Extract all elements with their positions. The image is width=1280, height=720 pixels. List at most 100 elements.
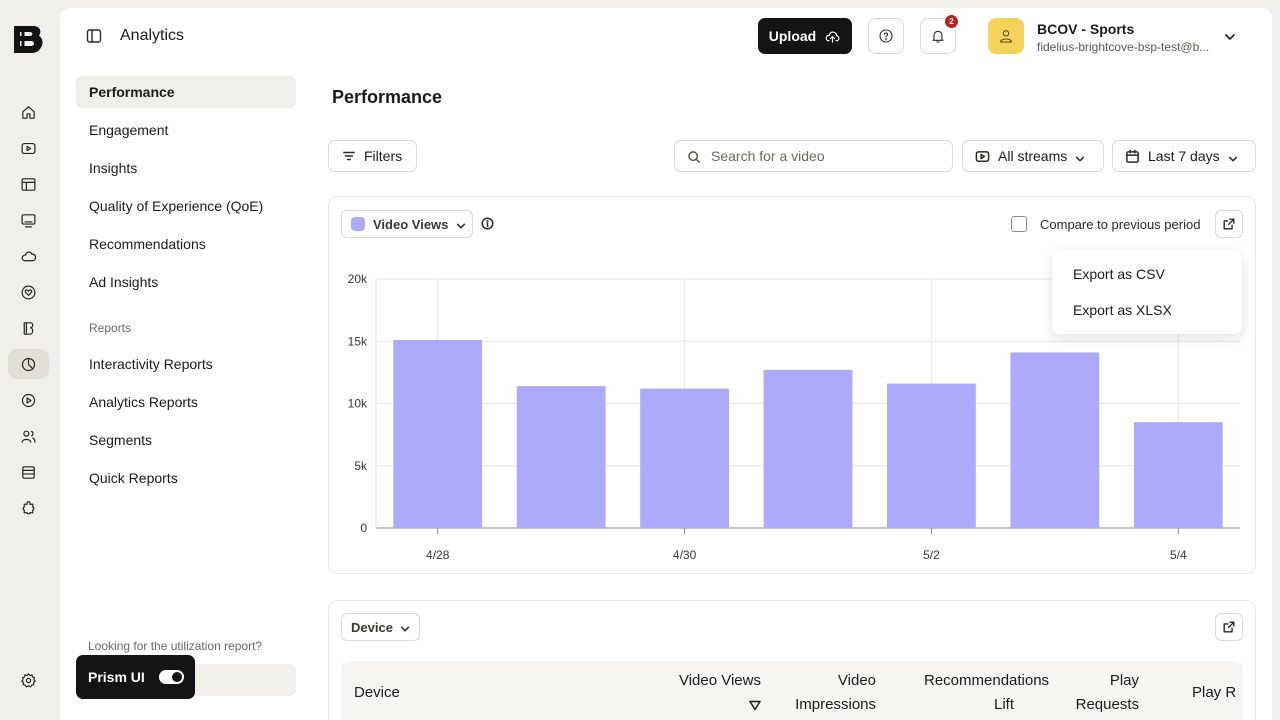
analytics-icon[interactable] bbox=[8, 349, 49, 379]
filter-icon bbox=[343, 151, 355, 161]
screen-icon[interactable] bbox=[8, 205, 49, 235]
subnav-item-interactivity-reports[interactable]: Interactivity Reports bbox=[89, 356, 213, 372]
video-search bbox=[674, 140, 953, 172]
avatar bbox=[988, 18, 1024, 54]
account-switcher[interactable]: BCOV - Sports fidelius-brightcove-bsp-te… bbox=[988, 18, 1248, 54]
export-xlsx-option[interactable]: Export as XLSX bbox=[1073, 302, 1172, 318]
brand-logo[interactable] bbox=[11, 23, 45, 55]
utilization-report-text: Looking for the utilization report? bbox=[88, 639, 263, 653]
gear-icon[interactable] bbox=[8, 665, 49, 695]
cloud-icon[interactable] bbox=[8, 241, 49, 271]
streams-dropdown[interactable]: All streams bbox=[962, 140, 1104, 172]
info-icon[interactable] bbox=[481, 217, 494, 230]
compare-label: Compare to previous period bbox=[1040, 216, 1201, 232]
column-header-label: Video Views bbox=[678, 672, 761, 689]
external-link-icon bbox=[1223, 621, 1235, 633]
heart-icon[interactable] bbox=[8, 277, 49, 307]
bar bbox=[886, 383, 976, 528]
chevron-down-icon bbox=[400, 622, 410, 632]
y-tick-label: 20k bbox=[348, 272, 368, 286]
subnav-item-ad-insights[interactable]: Ad Insights bbox=[89, 274, 159, 290]
user-icon bbox=[1000, 30, 1012, 43]
y-tick-label: 10k bbox=[348, 397, 368, 411]
bell-icon bbox=[932, 30, 944, 43]
device-breakdown-card: Device Device Video Views Video Impressi… bbox=[328, 600, 1256, 720]
series-swatch bbox=[351, 217, 365, 231]
chevron-down-icon bbox=[1228, 151, 1238, 162]
notifications-button[interactable]: 2 bbox=[920, 15, 958, 54]
cloud-upload-icon bbox=[825, 31, 840, 43]
subnav-item-quick-reports[interactable]: Quick Reports bbox=[89, 470, 178, 486]
account-email: fidelius-brightcove-bsp-test@b... bbox=[1037, 40, 1210, 54]
toggle-switch[interactable] bbox=[159, 670, 184, 684]
column-header-video-views[interactable]: Video Views bbox=[671, 669, 761, 717]
search-icon bbox=[688, 151, 700, 163]
bar bbox=[516, 386, 606, 528]
subnav-item-analytics-reports[interactable]: Analytics Reports bbox=[89, 394, 198, 410]
subnav-item-insights[interactable]: Insights bbox=[89, 160, 138, 176]
layout-icon[interactable] bbox=[8, 169, 49, 199]
help-icon bbox=[879, 29, 893, 43]
play-icon[interactable] bbox=[8, 385, 49, 415]
page-title: Performance bbox=[332, 87, 443, 107]
home-icon[interactable] bbox=[8, 97, 49, 127]
app-title: Analytics bbox=[120, 27, 185, 44]
x-tick-label: 4/28 bbox=[426, 548, 450, 562]
bar bbox=[1133, 422, 1223, 528]
metric-dropdown[interactable]: Video Views bbox=[341, 210, 473, 238]
account-name: BCOV - Sports bbox=[1037, 21, 1135, 37]
dimension-dropdown[interactable]: Device bbox=[341, 613, 420, 641]
prism-ui-toggle[interactable]: Prism UI bbox=[76, 655, 195, 699]
video-views-chart: 0 5k 10k 15k 20k 4/28 4/30 5/2 5/4 bbox=[348, 272, 1240, 562]
bar bbox=[393, 340, 483, 528]
stream-icon bbox=[975, 149, 990, 164]
subnav-item-performance[interactable]: Performance bbox=[76, 76, 296, 108]
bar bbox=[640, 388, 730, 528]
help-button[interactable] bbox=[868, 18, 904, 54]
sidebar-toggle-icon[interactable] bbox=[86, 28, 102, 44]
column-header-play-rate[interactable]: Play R bbox=[1192, 684, 1237, 701]
x-tick-label: 5/4 bbox=[1170, 548, 1187, 562]
y-tick-label: 0 bbox=[360, 521, 367, 535]
bar bbox=[763, 369, 853, 528]
chevron-down-icon bbox=[456, 219, 466, 229]
chevron-down-icon bbox=[1224, 30, 1236, 42]
chevron-down-icon bbox=[1075, 151, 1085, 162]
column-header-recommendations-lift[interactable]: Recommendations Lift bbox=[924, 672, 1050, 713]
streams-label: All streams bbox=[998, 148, 1068, 164]
notification-badge: 2 bbox=[945, 15, 958, 28]
upload-button[interactable]: Upload bbox=[758, 18, 852, 54]
x-tick-label: 5/2 bbox=[923, 548, 940, 562]
subnav-item-engagement[interactable]: Engagement bbox=[89, 122, 169, 138]
store-icon[interactable] bbox=[8, 457, 49, 487]
subnav-item-quality-of-experience-qoe[interactable]: Quality of Experience (QoE) bbox=[89, 198, 264, 214]
main-panel: Analytics Upload 2 BCOV - Sports fideliu… bbox=[60, 8, 1272, 720]
reports-heading: Reports bbox=[89, 321, 132, 335]
sort-desc-icon bbox=[749, 700, 761, 710]
export-button[interactable] bbox=[1215, 613, 1243, 641]
users-icon[interactable] bbox=[8, 421, 49, 451]
prism-label: Prism UI bbox=[88, 669, 145, 685]
date-range-dropdown[interactable]: Last 7 days bbox=[1112, 140, 1256, 172]
y-tick-label: 15k bbox=[348, 334, 368, 348]
puzzle-icon[interactable] bbox=[8, 493, 49, 523]
subnav-item-recommendations[interactable]: Recommendations bbox=[89, 236, 206, 252]
filters-label: Filters bbox=[364, 148, 403, 164]
performance-chart-card: 0 5k 10k 15k 20k 4/28 4/30 5/2 5/4 Video Views C… bbox=[328, 196, 1256, 574]
column-header-play-requests[interactable]: Play Requests bbox=[1075, 672, 1139, 713]
export-menu: Export as CSV Export as XLSX bbox=[1052, 250, 1242, 334]
column-header-device[interactable]: Device bbox=[354, 684, 400, 701]
dimension-label: Device bbox=[351, 619, 393, 635]
compare-checkbox[interactable] bbox=[1011, 216, 1027, 232]
export-csv-option[interactable]: Export as CSV bbox=[1073, 266, 1165, 282]
filters-button[interactable]: Filters bbox=[328, 140, 417, 172]
column-header-video-impressions[interactable]: Video Impressions bbox=[795, 672, 876, 713]
brand-icon[interactable] bbox=[8, 313, 49, 343]
video-icon[interactable] bbox=[8, 133, 49, 163]
subnav-item-segments[interactable]: Segments bbox=[89, 432, 153, 448]
y-tick-label: 5k bbox=[354, 459, 368, 473]
export-button[interactable] bbox=[1215, 210, 1243, 238]
compare-previous-period[interactable]: Compare to previous period bbox=[1011, 216, 1200, 232]
external-link-icon bbox=[1223, 218, 1235, 230]
search-input[interactable] bbox=[711, 146, 941, 166]
